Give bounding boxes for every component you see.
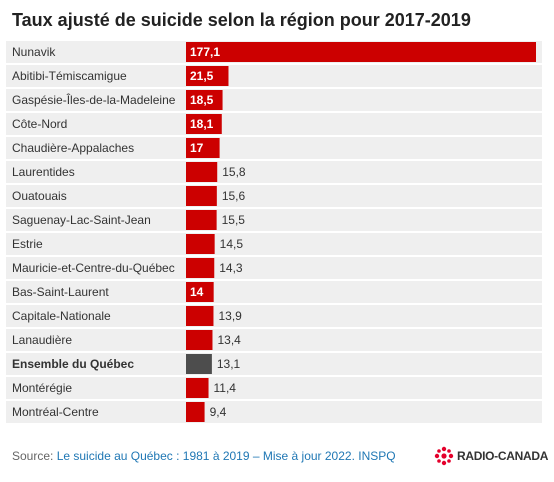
value-label-monteregie: 11,4 <box>214 381 237 395</box>
row-background-laurentides <box>6 161 542 183</box>
category-label-bas-saint-laurent: Bas-Saint-Laurent <box>12 285 109 299</box>
category-label-laurentides: Laurentides <box>12 165 75 179</box>
value-label-chaudiere-appalaches: 17 <box>190 141 204 155</box>
bar-ouatouais <box>186 186 217 206</box>
bar-nunavik <box>186 42 536 62</box>
category-label-lanaudiere: Lanaudière <box>12 333 72 347</box>
bar-cote-nord <box>186 114 222 134</box>
value-label-estrie: 14,5 <box>220 237 244 251</box>
category-label-abitibi-temiscamigue: Abitibi-Témiscamigue <box>12 69 127 83</box>
row-background-estrie <box>6 233 542 255</box>
bar-bas-saint-laurent <box>186 282 214 302</box>
chart-area: Nunavik 177,1 Abitibi-Témiscamigue 21,5 Gasp… <box>6 41 542 434</box>
category-label-ouatouais: Ouatouais <box>12 189 67 203</box>
bar-capitale-nationale <box>186 306 214 326</box>
bar-mauricie-et-centre-du-quebec <box>186 258 215 278</box>
category-label-mauricie-et-centre-du-quebec: Mauricie-et-Centre-du-Québec <box>12 261 175 275</box>
source-note: Source: Le suicide au Québec : 1981 à 20… <box>12 449 396 463</box>
row-background-monteregie <box>6 377 542 399</box>
row-background-bas-saint-laurent <box>6 281 542 303</box>
row-background-mauricie-et-centre-du-quebec <box>6 257 542 279</box>
source-link[interactable]: Le suicide au Québec : 1981 à 2019 – Mis… <box>56 449 396 463</box>
bar-chart: Nunavik 177,1 Abitibi-Témiscamigue 21,5 Gasp… <box>6 41 542 423</box>
category-label-cote-nord: Côte-Nord <box>12 117 67 131</box>
bar-saguenay-lac-saint-jean <box>186 210 217 230</box>
bar-chaudiere-appalaches <box>186 138 220 158</box>
value-label-cote-nord: 18,1 <box>190 117 214 131</box>
bar-ensemble-du-quebec <box>186 354 212 374</box>
brand-logo: RADIO-CANADA <box>434 445 548 467</box>
brand-name: RADIO-CANADA <box>457 449 549 463</box>
bar-montreal-centre <box>186 402 205 422</box>
radio-canada-gem-icon <box>434 446 454 466</box>
row-background-saguenay-lac-saint-jean <box>6 209 542 231</box>
row-background-montreal-centre <box>6 401 542 423</box>
chart-title: Taux ajusté de suicide selon la région p… <box>12 10 471 30</box>
value-label-lanaudiere: 13,4 <box>217 333 241 347</box>
bar-gaspesie-iles-de-la-madeleine <box>186 90 223 110</box>
value-label-gaspesie-iles-de-la-madeleine: 18,5 <box>190 93 214 107</box>
row-background-chaudiere-appalaches <box>6 137 542 159</box>
source-prefix: Source: <box>12 449 57 463</box>
value-label-nunavik: 177,1 <box>190 45 220 59</box>
value-label-mauricie-et-centre-du-quebec: 14,3 <box>219 261 243 275</box>
category-label-saguenay-lac-saint-jean: Saguenay-Lac-Saint-Jean <box>12 213 151 227</box>
category-label-chaudiere-appalaches: Chaudière-Appalaches <box>12 141 134 155</box>
row-background-ouatouais <box>6 185 542 207</box>
value-label-capitale-nationale: 13,9 <box>218 309 242 323</box>
bar-monteregie <box>186 378 209 398</box>
row-background-capitale-nationale <box>6 305 542 327</box>
bar-estrie <box>186 234 215 254</box>
value-label-bas-saint-laurent: 14 <box>190 285 204 299</box>
bar-abitibi-temiscamigue <box>186 66 229 86</box>
category-label-estrie: Estrie <box>12 237 43 251</box>
category-label-monteregie: Montérégie <box>12 381 72 395</box>
category-label-montreal-centre: Montréal-Centre <box>12 405 99 419</box>
category-label-ensemble-du-quebec: Ensemble du Québec <box>12 357 134 371</box>
value-label-abitibi-temiscamigue: 21,5 <box>190 69 214 83</box>
category-label-gaspesie-iles-de-la-madeleine: Gaspésie-Îles-de-la-Madeleine <box>12 92 176 107</box>
bar-lanaudiere <box>186 330 213 350</box>
value-label-saguenay-lac-saint-jean: 15,5 <box>222 213 246 227</box>
category-label-capitale-nationale: Capitale-Nationale <box>12 309 111 323</box>
row-background-lanaudiere <box>6 329 542 351</box>
category-label-nunavik: Nunavik <box>12 45 56 59</box>
row-background-abitibi-temiscamigue <box>6 65 542 87</box>
bar-laurentides <box>186 162 218 182</box>
value-label-laurentides: 15,8 <box>222 165 246 179</box>
value-label-montreal-centre: 9,4 <box>210 405 227 419</box>
row-background-ensemble-du-quebec <box>6 353 542 375</box>
value-label-ensemble-du-quebec: 13,1 <box>217 357 241 371</box>
row-background-gaspesie-iles-de-la-madeleine <box>6 89 542 111</box>
value-label-ouatouais: 15,6 <box>222 189 246 203</box>
row-background-cote-nord <box>6 113 542 135</box>
